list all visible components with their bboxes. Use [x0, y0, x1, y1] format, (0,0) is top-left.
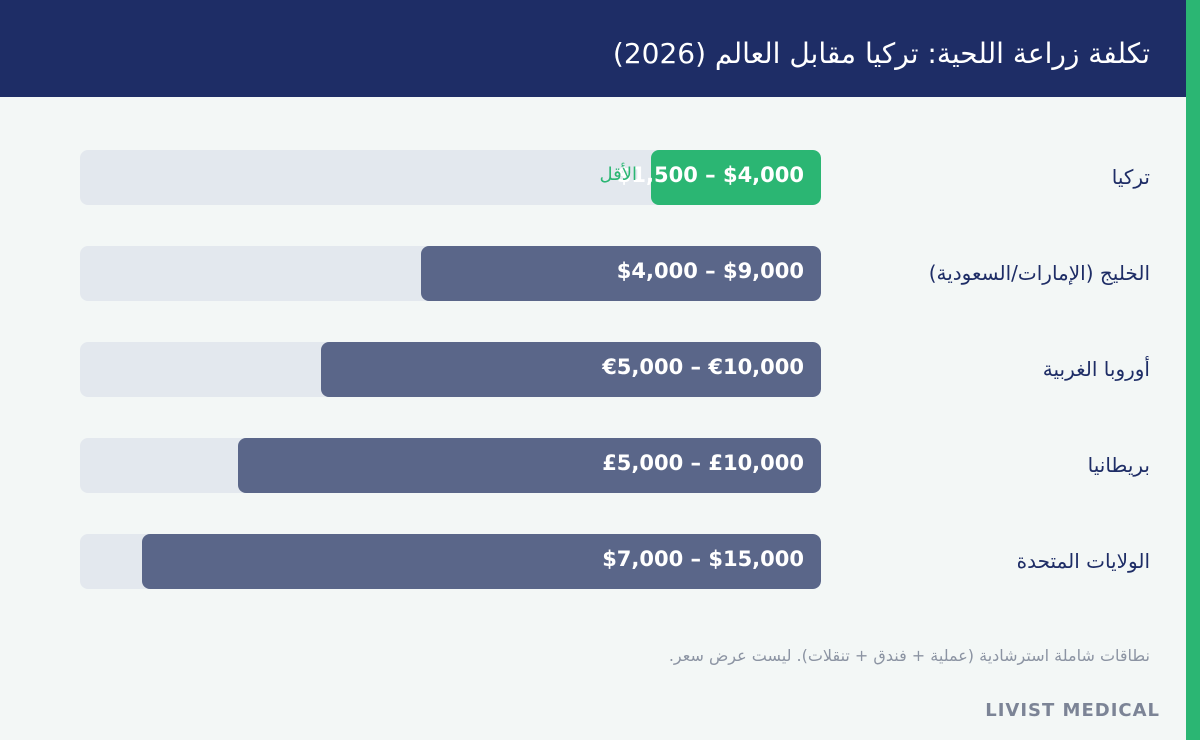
bar-value-label: $7,000 – $15,000 [602, 547, 804, 571]
category-label: أوروبا الغربية [1042, 357, 1150, 381]
category-label: تركيا [1111, 165, 1150, 189]
category-label: الخليج (الإمارات/السعودية) [928, 261, 1150, 285]
bar-track: $7,000 – $15,000 [80, 534, 821, 589]
chart-header: تكلفة زراعة اللحية: تركيا مقابل العالم (… [0, 0, 1186, 97]
bar-row: الخليج (الإمارات/السعودية) $4,000 – $9,00… [0, 246, 1186, 301]
bar-track: $1,500 – $4,000 الأقل [80, 150, 821, 205]
bar-row: أوروبا الغربية €5,000 – €10,000 [0, 342, 1186, 397]
bar-row: تركيا $1,500 – $4,000 الأقل [0, 150, 1186, 205]
bar-track: €5,000 – €10,000 [80, 342, 821, 397]
bar-value-label: $4,000 – $9,000 [616, 259, 804, 283]
bar-value-label: £5,000 – £10,000 [602, 451, 804, 475]
bar-row: الولايات المتحدة $7,000 – $15,000 [0, 534, 1186, 589]
accent-strip [1186, 0, 1200, 740]
chart-title: تكلفة زراعة اللحية: تركيا مقابل العالم (… [612, 37, 1150, 70]
bar [321, 342, 821, 397]
footnote: نطاقات شاملة استرشادية (عملية + فندق + ت… [668, 646, 1150, 665]
bar-track: $4,000 – $9,000 [80, 246, 821, 301]
bar-value-label: €5,000 – €10,000 [602, 355, 804, 379]
brand-logo-text: LIVIST MEDICAL [985, 700, 1160, 721]
category-label: الولايات المتحدة [1016, 549, 1150, 573]
bar-row: بريطانيا £5,000 – £10,000 [0, 438, 1186, 493]
bar-track: £5,000 – £10,000 [80, 438, 821, 493]
category-label: بريطانيا [1087, 453, 1150, 477]
highlighted-bar [651, 150, 821, 205]
bar [421, 246, 821, 301]
lowest-badge: الأقل [599, 164, 637, 185]
bar-value-label: $1,500 – $4,000 [616, 163, 804, 187]
bar [142, 534, 821, 589]
bar [238, 438, 821, 493]
